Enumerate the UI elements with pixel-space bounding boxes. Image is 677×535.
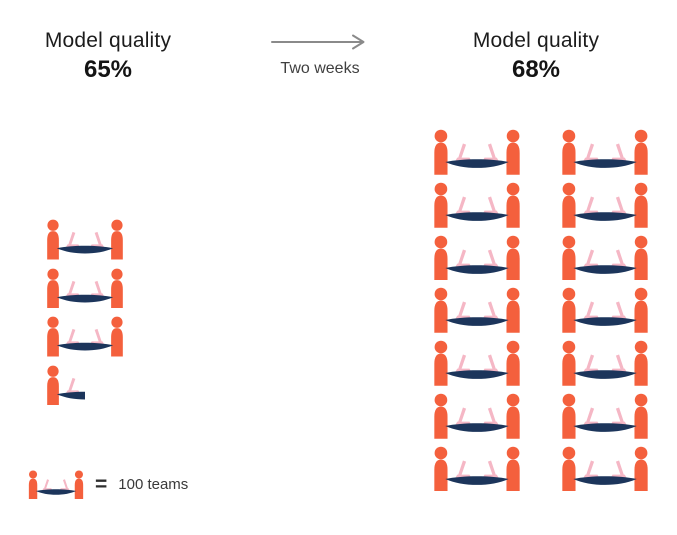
right-quality-value: 68%: [511, 56, 561, 84]
team-icon: [562, 129, 648, 175]
team-icon: [562, 393, 648, 439]
transition-label: Two weeks: [280, 60, 360, 77]
team-icon: [434, 446, 520, 492]
arrow-right-icon: [271, 34, 365, 50]
left-quality-header: Model quality 65%: [16, 28, 200, 84]
team-icon: [47, 365, 85, 406]
team-icon: [28, 470, 84, 500]
right-quality-title: Model quality: [472, 29, 600, 52]
team-icon: [434, 182, 520, 228]
team-icon: [434, 235, 520, 281]
legend: = 100 teams: [28, 470, 189, 500]
left-quality-value: 65%: [83, 56, 133, 84]
transition-block: Two weeks: [266, 33, 374, 78]
team-icon: [562, 340, 648, 386]
right-quality-header: Model quality 68%: [438, 28, 634, 84]
team-icon: [434, 340, 520, 386]
legend-equals-sign: =: [95, 473, 108, 497]
team-icon-partial: [46, 365, 85, 406]
team-icon: [562, 235, 648, 281]
right-team-icons: [433, 129, 649, 492]
team-icon: [47, 268, 123, 309]
left-quality-title: Model quality: [44, 29, 172, 52]
legend-label: 100 teams: [118, 476, 189, 494]
team-icon: [562, 182, 648, 228]
team-icon: [434, 129, 520, 175]
team-icon: [562, 287, 648, 333]
team-icon: [562, 446, 648, 492]
legend-team-icon: [28, 470, 84, 500]
left-team-icons: [46, 219, 124, 406]
team-icon: [434, 393, 520, 439]
team-icon: [47, 316, 123, 357]
team-icon: [434, 287, 520, 333]
team-icon: [47, 219, 123, 260]
